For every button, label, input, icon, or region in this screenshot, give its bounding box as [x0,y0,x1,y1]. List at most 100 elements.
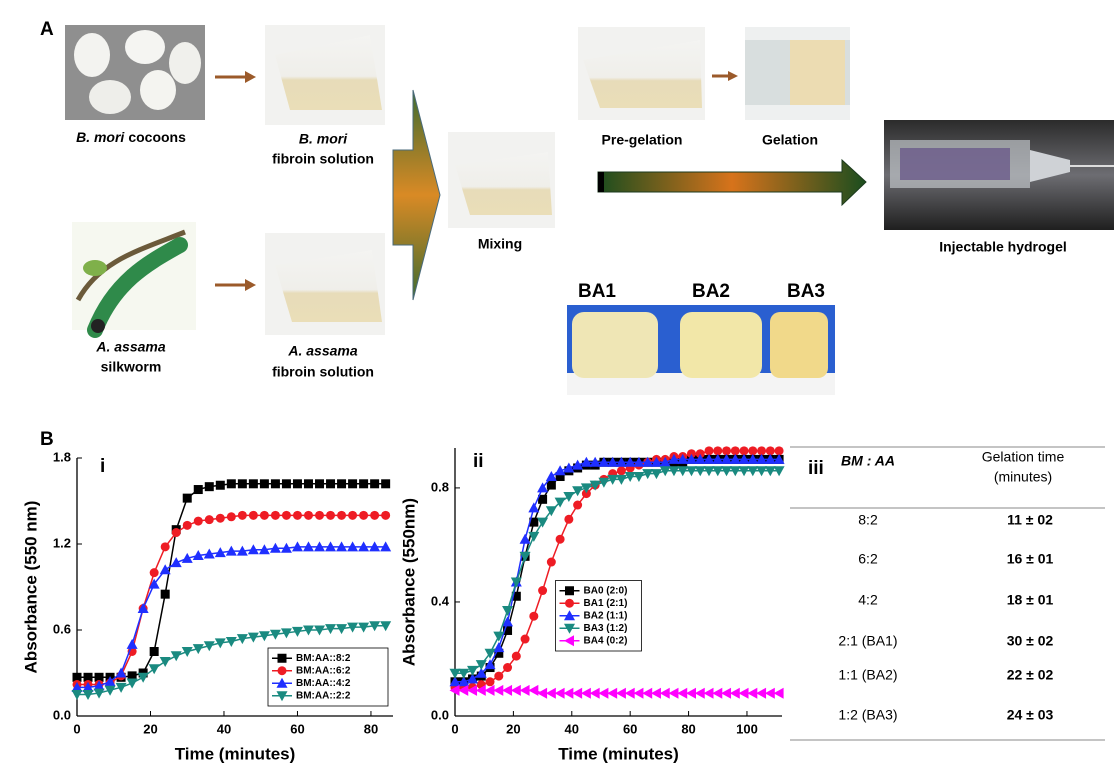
marker [494,672,503,681]
marker [183,494,192,503]
marker [194,485,203,494]
x-tick-label: 80 [364,721,378,736]
panel-label: iii [808,458,824,479]
marker [565,599,574,608]
y-tick-label: 1.2 [53,535,71,550]
marker [721,688,731,699]
marker [565,586,574,595]
marker [227,479,236,488]
marker [271,511,280,520]
caption: Mixing [478,236,522,252]
x-tick-label: 0 [451,721,458,736]
legend-label: BM:AA::8:2 [296,653,351,664]
tube-photo [448,132,555,228]
marker [546,688,556,699]
marker [686,688,696,699]
marker [381,511,390,520]
marker [249,511,258,520]
marker [182,647,193,657]
y-tick-label: 0.8 [431,479,449,494]
caption-italic: B. mori [299,131,348,147]
table-cell: 6:2 [858,551,878,567]
marker [293,479,302,488]
marker [616,688,626,699]
table-cell: 18 ± 01 [1007,592,1054,608]
marker [512,652,521,661]
tube-photo [265,25,385,125]
x-tick-label: 60 [290,721,304,736]
caption-text: cocoons [128,129,186,145]
marker [127,639,138,649]
marker [642,688,652,699]
table-cell: 1:2 (BA3) [838,707,897,723]
marker [486,677,495,686]
marker [511,685,521,696]
legend-label: BA0 (2:0) [584,585,628,596]
caption: Gelation [762,132,818,148]
marker [359,511,368,520]
table-cell: 30 ± 02 [1007,633,1054,649]
caption: Pre-gelation [602,132,683,148]
x-tick-label: 100 [736,721,758,736]
caption: Injectable hydrogel [939,239,1067,255]
table-header: (minutes) [994,469,1052,485]
sample-label: BA3 [787,281,825,302]
marker [528,685,538,696]
legend-label: BA4 (0:2) [584,635,628,646]
marker [546,471,557,481]
marker [651,688,661,699]
marker [529,612,538,621]
marker [572,486,583,496]
marker [278,654,287,663]
legend-label: BA1 (2:1) [584,598,628,609]
marker [547,558,556,567]
caption-text: fibroin solution [272,151,374,167]
hydrogel-photo [567,305,835,395]
table-cell: 16 ± 01 [1007,551,1054,567]
x-tick-label: 40 [565,721,579,736]
merge-arrow [393,90,440,300]
table-cell: 22 ± 02 [1007,667,1054,683]
legend-label: BM:AA::4:2 [296,678,351,689]
arrow-tail [598,172,604,192]
marker [216,481,225,490]
marker [625,688,635,699]
marker [485,685,495,696]
marker [149,664,160,674]
marker [161,590,170,599]
marker [315,479,324,488]
marker [502,685,512,696]
tube-photo [578,27,705,120]
marker [171,651,182,661]
legend-label: BM:AA::2:2 [296,690,351,701]
marker [563,688,573,699]
marker [537,688,547,699]
marker [326,479,335,488]
marker [572,688,582,699]
tube-photo [745,27,850,120]
y-tick-label: 0.4 [431,593,450,608]
x-tick-label: 20 [506,721,520,736]
marker [695,688,705,699]
legend-label: BA2 (1:1) [584,610,628,621]
x-tick-label: 20 [143,721,157,736]
marker [278,666,287,675]
marker [249,479,258,488]
marker [747,688,757,699]
marker [304,511,313,520]
x-tick-label: 0 [73,721,80,736]
marker [260,511,269,520]
marker [563,492,574,502]
marker [555,688,565,699]
marker [282,511,291,520]
marker [712,688,722,699]
marker [668,688,678,699]
panel-label: A [40,19,54,40]
marker [739,688,749,699]
marker [556,535,565,544]
table-cell: 11 ± 02 [1007,512,1053,528]
marker [381,479,390,488]
legend-label: BA3 (1:2) [584,623,628,634]
figure: A B. moricocoons B. mori fibroin solutio… [0,0,1114,765]
marker [194,517,203,526]
